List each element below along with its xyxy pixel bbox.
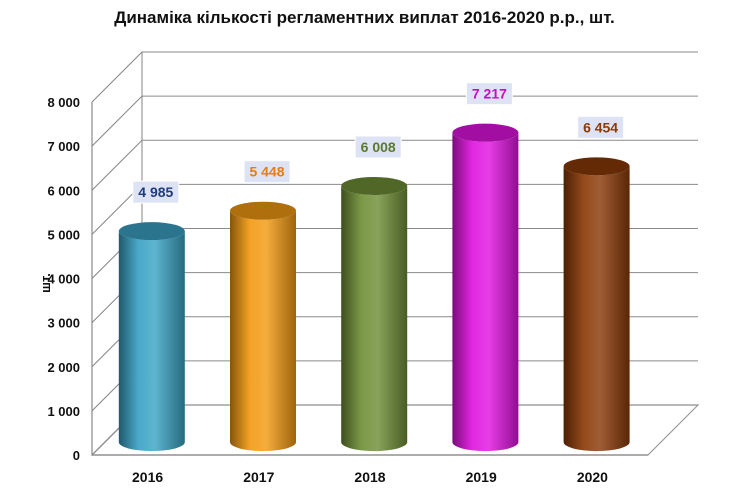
bar-body <box>563 166 630 452</box>
bar-body <box>341 185 408 452</box>
bar-body <box>452 132 519 452</box>
data-label: 5 448 <box>249 164 284 180</box>
y-tick-label: 1 000 <box>47 404 80 419</box>
data-label: 6 454 <box>583 119 618 135</box>
data-label-box <box>132 180 180 204</box>
bar-2019 <box>452 123 519 452</box>
data-label-box <box>577 115 625 139</box>
bar-body <box>118 231 185 452</box>
bar-body <box>230 210 296 452</box>
bar-2020 <box>563 157 630 452</box>
bar-top <box>341 176 408 195</box>
bar-2018 <box>341 176 408 452</box>
bar-top <box>452 123 519 142</box>
y-tick-label: 5 000 <box>47 227 80 242</box>
y-tick-label: 8 000 <box>47 95 80 110</box>
data-label: 7 217 <box>472 86 507 102</box>
gridline <box>91 51 698 103</box>
y-tick-label: 4 000 <box>47 272 80 287</box>
x-tick-label: 2020 <box>577 469 608 485</box>
y-tick-label: 2 000 <box>47 360 80 375</box>
y-axis-label: шт. <box>38 273 53 293</box>
x-tick-label: 2018 <box>354 469 385 485</box>
data-label: 6 008 <box>361 139 396 155</box>
bar-top <box>230 201 296 220</box>
data-label-box <box>243 160 291 184</box>
x-tick-label: 2017 <box>243 469 274 485</box>
y-tick-label: 0 <box>73 448 80 463</box>
data-label-box <box>354 135 402 159</box>
x-tick-label: 2019 <box>466 469 497 485</box>
data-label: 4 985 <box>138 184 173 200</box>
y-tick-label: 3 000 <box>47 316 80 331</box>
x-tick-label: 2016 <box>132 469 163 485</box>
bar-top <box>563 157 630 176</box>
y-tick-label: 7 000 <box>47 139 80 154</box>
data-label-box <box>465 82 513 106</box>
y-tick-label: 6 000 <box>47 183 80 198</box>
bar-2016 <box>118 222 185 452</box>
chart-title: Динаміка кількості регламентних виплат 2… <box>114 8 615 27</box>
bar-2017 <box>230 201 296 452</box>
bar-top <box>118 222 185 241</box>
